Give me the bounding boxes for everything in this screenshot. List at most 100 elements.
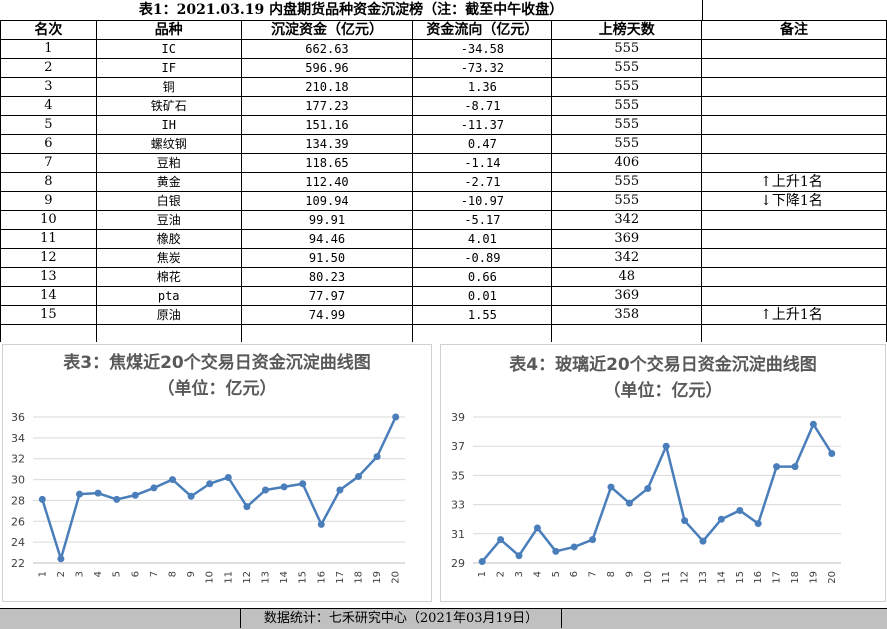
cell-rank[interactable]: 4 — [0, 96, 97, 116]
cell-name[interactable]: 棉花 — [95, 267, 242, 287]
header-capital[interactable]: 沉淀资金（亿元） — [240, 20, 414, 40]
cell-days[interactable]: 342 — [551, 248, 703, 268]
header-flow[interactable]: 资金流向（亿元） — [412, 20, 553, 40]
cell-rank[interactable]: 10 — [0, 210, 97, 230]
cell-days[interactable]: 555 — [551, 115, 703, 135]
cell-rank[interactable]: 11 — [0, 229, 97, 249]
cell-name[interactable]: 豆粕 — [95, 153, 242, 173]
cell-note[interactable] — [701, 115, 887, 135]
cell-note[interactable] — [701, 96, 887, 116]
cell-name[interactable]: 焦炭 — [95, 248, 242, 268]
cell-note[interactable] — [701, 248, 887, 268]
cell-rank[interactable]: 3 — [0, 77, 97, 97]
cell-flow[interactable]: -73.32 — [412, 58, 553, 78]
cell-flow[interactable]: -10.97 — [412, 191, 553, 211]
cell-cap[interactable]: 112.40 — [240, 172, 414, 192]
cell-rank[interactable]: 8 — [0, 172, 97, 192]
cell-name[interactable]: IC — [95, 39, 242, 59]
cell-flow[interactable]: -34.58 — [412, 39, 553, 59]
cell-name[interactable]: 原油 — [95, 305, 242, 325]
cell-cap[interactable]: 151.16 — [240, 115, 414, 135]
cell-rank[interactable]: 6 — [0, 134, 97, 154]
cell-cap[interactable]: 91.50 — [240, 248, 414, 268]
chart-glass[interactable]: 表4：玻璃近20个交易日资金沉淀曲线图 （单位：亿元） 29 31 33 35 37 39… — [440, 344, 886, 602]
cell-days[interactable]: 48 — [551, 267, 703, 287]
cell-days[interactable]: 555 — [551, 77, 703, 97]
cell-rank[interactable]: 13 — [0, 267, 97, 287]
cell-note[interactable]: ↑上升1名 — [701, 305, 887, 325]
cell-days[interactable]: 369 — [551, 229, 703, 249]
cell-cap[interactable]: 177.23 — [240, 96, 414, 116]
cell-empty[interactable] — [240, 324, 414, 344]
cell-flow[interactable]: 0.01 — [412, 286, 553, 306]
cell-rank[interactable]: 1 — [0, 39, 97, 59]
cell-note[interactable] — [701, 286, 887, 306]
cell-note[interactable]: ↓下降1名 — [701, 191, 887, 211]
cell-cap[interactable]: 596.96 — [240, 58, 414, 78]
cell-name[interactable]: 橡胶 — [95, 229, 242, 249]
cell-cap[interactable]: 210.18 — [240, 77, 414, 97]
cell-flow[interactable]: -0.89 — [412, 248, 553, 268]
cell-rank[interactable]: 12 — [0, 248, 97, 268]
cell-days[interactable]: 555 — [551, 58, 703, 78]
cell-cap[interactable]: 99.91 — [240, 210, 414, 230]
header-name[interactable]: 品种 — [95, 20, 242, 40]
chart-coking-coal[interactable]: 表3：焦煤近20个交易日资金沉淀曲线图 （单位：亿元） 22 24 26 28 30 32… — [2, 344, 432, 602]
cell-rank[interactable]: 5 — [0, 115, 97, 135]
cell-flow[interactable]: -1.14 — [412, 153, 553, 173]
cell-flow[interactable]: 1.36 — [412, 77, 553, 97]
cell-flow[interactable]: -2.71 — [412, 172, 553, 192]
cell-empty[interactable] — [0, 324, 97, 344]
cell-name[interactable]: IH — [95, 115, 242, 135]
cell-flow[interactable]: 4.01 — [412, 229, 553, 249]
cell-note[interactable] — [701, 229, 887, 249]
cell-cap[interactable]: 80.23 — [240, 267, 414, 287]
cell-empty[interactable] — [551, 324, 703, 344]
header-days[interactable]: 上榜天数 — [551, 20, 703, 40]
cell-note[interactable] — [701, 77, 887, 97]
cell-flow[interactable]: -11.37 — [412, 115, 553, 135]
cell-empty[interactable] — [701, 324, 887, 344]
table-title-blank-cell[interactable] — [702, 0, 887, 21]
cell-days[interactable]: 555 — [551, 39, 703, 59]
cell-flow[interactable]: -8.71 — [412, 96, 553, 116]
cell-cap[interactable]: 118.65 — [240, 153, 414, 173]
cell-rank[interactable]: 2 — [0, 58, 97, 78]
cell-name[interactable]: 铁矿石 — [95, 96, 242, 116]
cell-note[interactable]: ↑上升1名 — [701, 172, 887, 192]
cell-days[interactable]: 358 — [551, 305, 703, 325]
cell-empty[interactable] — [412, 324, 553, 344]
header-rank[interactable]: 名次 — [0, 20, 97, 40]
cell-flow[interactable]: -5.17 — [412, 210, 553, 230]
cell-rank[interactable]: 14 — [0, 286, 97, 306]
cell-name[interactable]: 铜 — [95, 77, 242, 97]
cell-days[interactable]: 342 — [551, 210, 703, 230]
header-note[interactable]: 备注 — [701, 20, 887, 40]
cell-name[interactable]: 豆油 — [95, 210, 242, 230]
cell-name[interactable]: 黄金 — [95, 172, 242, 192]
cell-days[interactable]: 555 — [551, 96, 703, 116]
cell-name[interactable]: 白银 — [95, 191, 242, 211]
cell-days[interactable]: 555 — [551, 172, 703, 192]
cell-cap[interactable]: 662.63 — [240, 39, 414, 59]
cell-flow[interactable]: 0.47 — [412, 134, 553, 154]
cell-days[interactable]: 555 — [551, 191, 703, 211]
cell-note[interactable] — [701, 267, 887, 287]
cell-name[interactable]: IF — [95, 58, 242, 78]
cell-cap[interactable]: 109.94 — [240, 191, 414, 211]
cell-days[interactable]: 406 — [551, 153, 703, 173]
cell-days[interactable]: 369 — [551, 286, 703, 306]
cell-rank[interactable]: 9 — [0, 191, 97, 211]
cell-name[interactable]: pta — [95, 286, 242, 306]
cell-days[interactable]: 555 — [551, 134, 703, 154]
cell-cap[interactable]: 134.39 — [240, 134, 414, 154]
cell-note[interactable] — [701, 153, 887, 173]
cell-note[interactable] — [701, 134, 887, 154]
cell-cap[interactable]: 74.99 — [240, 305, 414, 325]
cell-rank[interactable]: 7 — [0, 153, 97, 173]
cell-name[interactable]: 螺纹钢 — [95, 134, 242, 154]
cell-rank[interactable]: 15 — [0, 305, 97, 325]
cell-note[interactable] — [701, 58, 887, 78]
cell-note[interactable] — [701, 210, 887, 230]
cell-flow[interactable]: 0.66 — [412, 267, 553, 287]
